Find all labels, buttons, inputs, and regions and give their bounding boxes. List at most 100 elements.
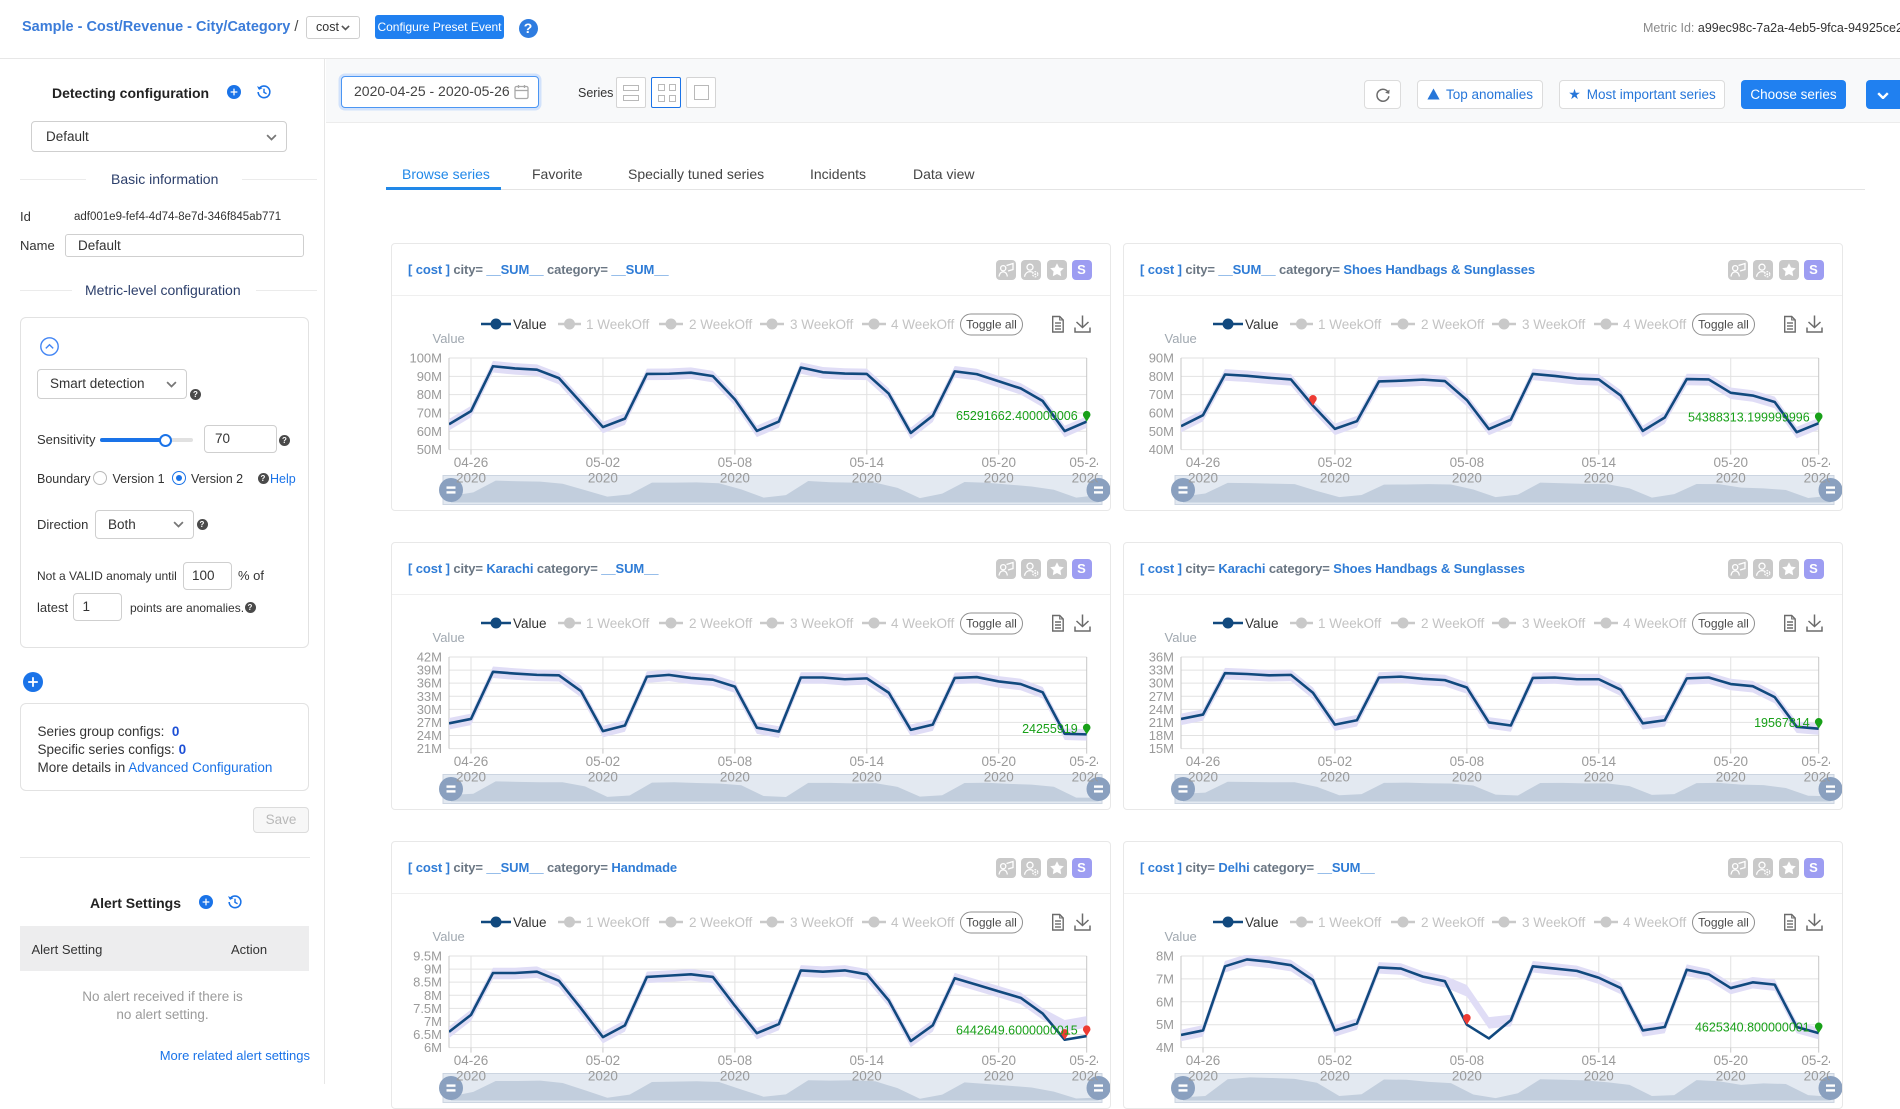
svg-text:80M: 80M bbox=[417, 387, 442, 402]
svg-text:2020: 2020 bbox=[588, 769, 618, 784]
svg-text:05-02: 05-02 bbox=[586, 1053, 621, 1068]
svg-text:27M: 27M bbox=[417, 715, 442, 730]
svg-text:05-08: 05-08 bbox=[1450, 1053, 1485, 1068]
svg-text:27M: 27M bbox=[1149, 689, 1174, 704]
svg-text:30M: 30M bbox=[1149, 676, 1174, 691]
svg-text:4625340.800000001: 4625340.800000001 bbox=[1695, 1021, 1810, 1035]
svg-text:18M: 18M bbox=[1149, 728, 1174, 743]
svg-text:8M: 8M bbox=[1156, 949, 1174, 964]
svg-text:2020: 2020 bbox=[1320, 1068, 1350, 1083]
svg-text:2020: 2020 bbox=[720, 1068, 750, 1083]
svg-text:05-08: 05-08 bbox=[1450, 455, 1485, 470]
svg-text:2020: 2020 bbox=[1804, 470, 1834, 485]
svg-text:Toggle all: Toggle all bbox=[1698, 916, 1749, 930]
svg-text:30M: 30M bbox=[417, 702, 442, 717]
svg-text:05-02: 05-02 bbox=[1318, 455, 1353, 470]
svg-text:05-24: 05-24 bbox=[1069, 455, 1104, 470]
svg-text:05-20: 05-20 bbox=[981, 1053, 1016, 1068]
svg-text:05-14: 05-14 bbox=[1582, 1053, 1617, 1068]
svg-text:Value: Value bbox=[1245, 616, 1279, 631]
svg-text:2020: 2020 bbox=[1584, 1068, 1614, 1083]
svg-text:36M: 36M bbox=[417, 676, 442, 691]
svg-text:Value: Value bbox=[433, 331, 465, 346]
svg-text:Value: Value bbox=[433, 929, 465, 944]
svg-text:2 WeekOff: 2 WeekOff bbox=[689, 317, 753, 332]
svg-text:6M: 6M bbox=[424, 1040, 442, 1055]
svg-text:2020: 2020 bbox=[1716, 470, 1746, 485]
svg-text:4 WeekOff: 4 WeekOff bbox=[891, 915, 955, 930]
svg-text:60M: 60M bbox=[1149, 405, 1174, 420]
svg-text:2020: 2020 bbox=[1804, 769, 1834, 784]
svg-text:3 WeekOff: 3 WeekOff bbox=[1522, 317, 1586, 332]
svg-text:6M: 6M bbox=[1156, 994, 1174, 1009]
svg-text:04-26: 04-26 bbox=[1186, 754, 1221, 769]
svg-text:8.5M: 8.5M bbox=[413, 975, 442, 990]
svg-text:2020: 2020 bbox=[1072, 470, 1102, 485]
svg-text:05-14: 05-14 bbox=[850, 1053, 885, 1068]
svg-text:21M: 21M bbox=[417, 741, 442, 756]
svg-text:65291662.400000006: 65291662.400000006 bbox=[956, 409, 1078, 423]
svg-text:05-02: 05-02 bbox=[1318, 754, 1353, 769]
svg-text:4 WeekOff: 4 WeekOff bbox=[1623, 915, 1687, 930]
svg-text:8M: 8M bbox=[424, 988, 442, 1003]
svg-text:2020: 2020 bbox=[1072, 769, 1102, 784]
svg-text:1 WeekOff: 1 WeekOff bbox=[1318, 616, 1382, 631]
svg-text:Toggle all: Toggle all bbox=[966, 617, 1017, 631]
svg-text:3 WeekOff: 3 WeekOff bbox=[790, 915, 854, 930]
svg-text:1 WeekOff: 1 WeekOff bbox=[586, 915, 650, 930]
svg-text:33M: 33M bbox=[1149, 663, 1174, 678]
svg-text:2 WeekOff: 2 WeekOff bbox=[689, 915, 753, 930]
svg-text:Value: Value bbox=[1245, 317, 1279, 332]
svg-text:2020: 2020 bbox=[720, 769, 750, 784]
svg-text:05-08: 05-08 bbox=[718, 455, 753, 470]
svg-text:Value: Value bbox=[1165, 929, 1197, 944]
svg-text:2020: 2020 bbox=[1188, 470, 1218, 485]
svg-text:05-14: 05-14 bbox=[850, 754, 885, 769]
svg-text:40M: 40M bbox=[1149, 442, 1174, 457]
svg-text:3 WeekOff: 3 WeekOff bbox=[1522, 616, 1586, 631]
svg-text:2020: 2020 bbox=[456, 1068, 486, 1083]
svg-text:100M: 100M bbox=[409, 351, 442, 366]
svg-text:Value: Value bbox=[1165, 331, 1197, 346]
svg-text:1 WeekOff: 1 WeekOff bbox=[586, 616, 650, 631]
svg-text:1 WeekOff: 1 WeekOff bbox=[1318, 915, 1382, 930]
svg-text:2020: 2020 bbox=[852, 769, 882, 784]
svg-text:Toggle all: Toggle all bbox=[966, 318, 1017, 332]
svg-text:2020: 2020 bbox=[1584, 769, 1614, 784]
svg-text:05-02: 05-02 bbox=[586, 455, 621, 470]
svg-text:54388313.199999996: 54388313.199999996 bbox=[1688, 411, 1810, 425]
svg-text:70M: 70M bbox=[417, 405, 442, 420]
svg-text:Value: Value bbox=[1165, 630, 1197, 645]
svg-text:04-26: 04-26 bbox=[1186, 455, 1221, 470]
svg-text:2020: 2020 bbox=[1072, 1068, 1102, 1083]
svg-text:04-26: 04-26 bbox=[454, 455, 489, 470]
svg-text:05-20: 05-20 bbox=[981, 754, 1016, 769]
svg-text:3 WeekOff: 3 WeekOff bbox=[790, 317, 854, 332]
svg-text:Toggle all: Toggle all bbox=[1698, 318, 1749, 332]
svg-text:2020: 2020 bbox=[1188, 1068, 1218, 1083]
svg-text:1 WeekOff: 1 WeekOff bbox=[1318, 317, 1382, 332]
svg-text:80M: 80M bbox=[1149, 369, 1174, 384]
svg-text:Value: Value bbox=[513, 616, 547, 631]
svg-text:15M: 15M bbox=[1149, 741, 1174, 756]
svg-text:24M: 24M bbox=[1149, 702, 1174, 717]
svg-text:3 WeekOff: 3 WeekOff bbox=[1522, 915, 1586, 930]
svg-text:2020: 2020 bbox=[1452, 470, 1482, 485]
svg-text:2020: 2020 bbox=[456, 769, 486, 784]
svg-text:05-08: 05-08 bbox=[718, 754, 753, 769]
svg-text:7M: 7M bbox=[1156, 971, 1174, 986]
svg-text:2 WeekOff: 2 WeekOff bbox=[1421, 317, 1485, 332]
svg-text:2020: 2020 bbox=[984, 769, 1014, 784]
svg-text:9M: 9M bbox=[424, 962, 442, 977]
svg-text:70M: 70M bbox=[1149, 387, 1174, 402]
svg-text:42M: 42M bbox=[417, 650, 442, 665]
svg-text:6442649.6000000015: 6442649.6000000015 bbox=[956, 1024, 1078, 1038]
svg-text:05-20: 05-20 bbox=[1713, 754, 1748, 769]
svg-text:Toggle all: Toggle all bbox=[1698, 617, 1749, 631]
svg-text:19567814: 19567814 bbox=[1754, 716, 1810, 730]
svg-text:2020: 2020 bbox=[588, 1068, 618, 1083]
svg-text:21M: 21M bbox=[1149, 715, 1174, 730]
svg-text:05-20: 05-20 bbox=[1713, 455, 1748, 470]
svg-text:90M: 90M bbox=[417, 369, 442, 384]
svg-text:39M: 39M bbox=[417, 663, 442, 678]
